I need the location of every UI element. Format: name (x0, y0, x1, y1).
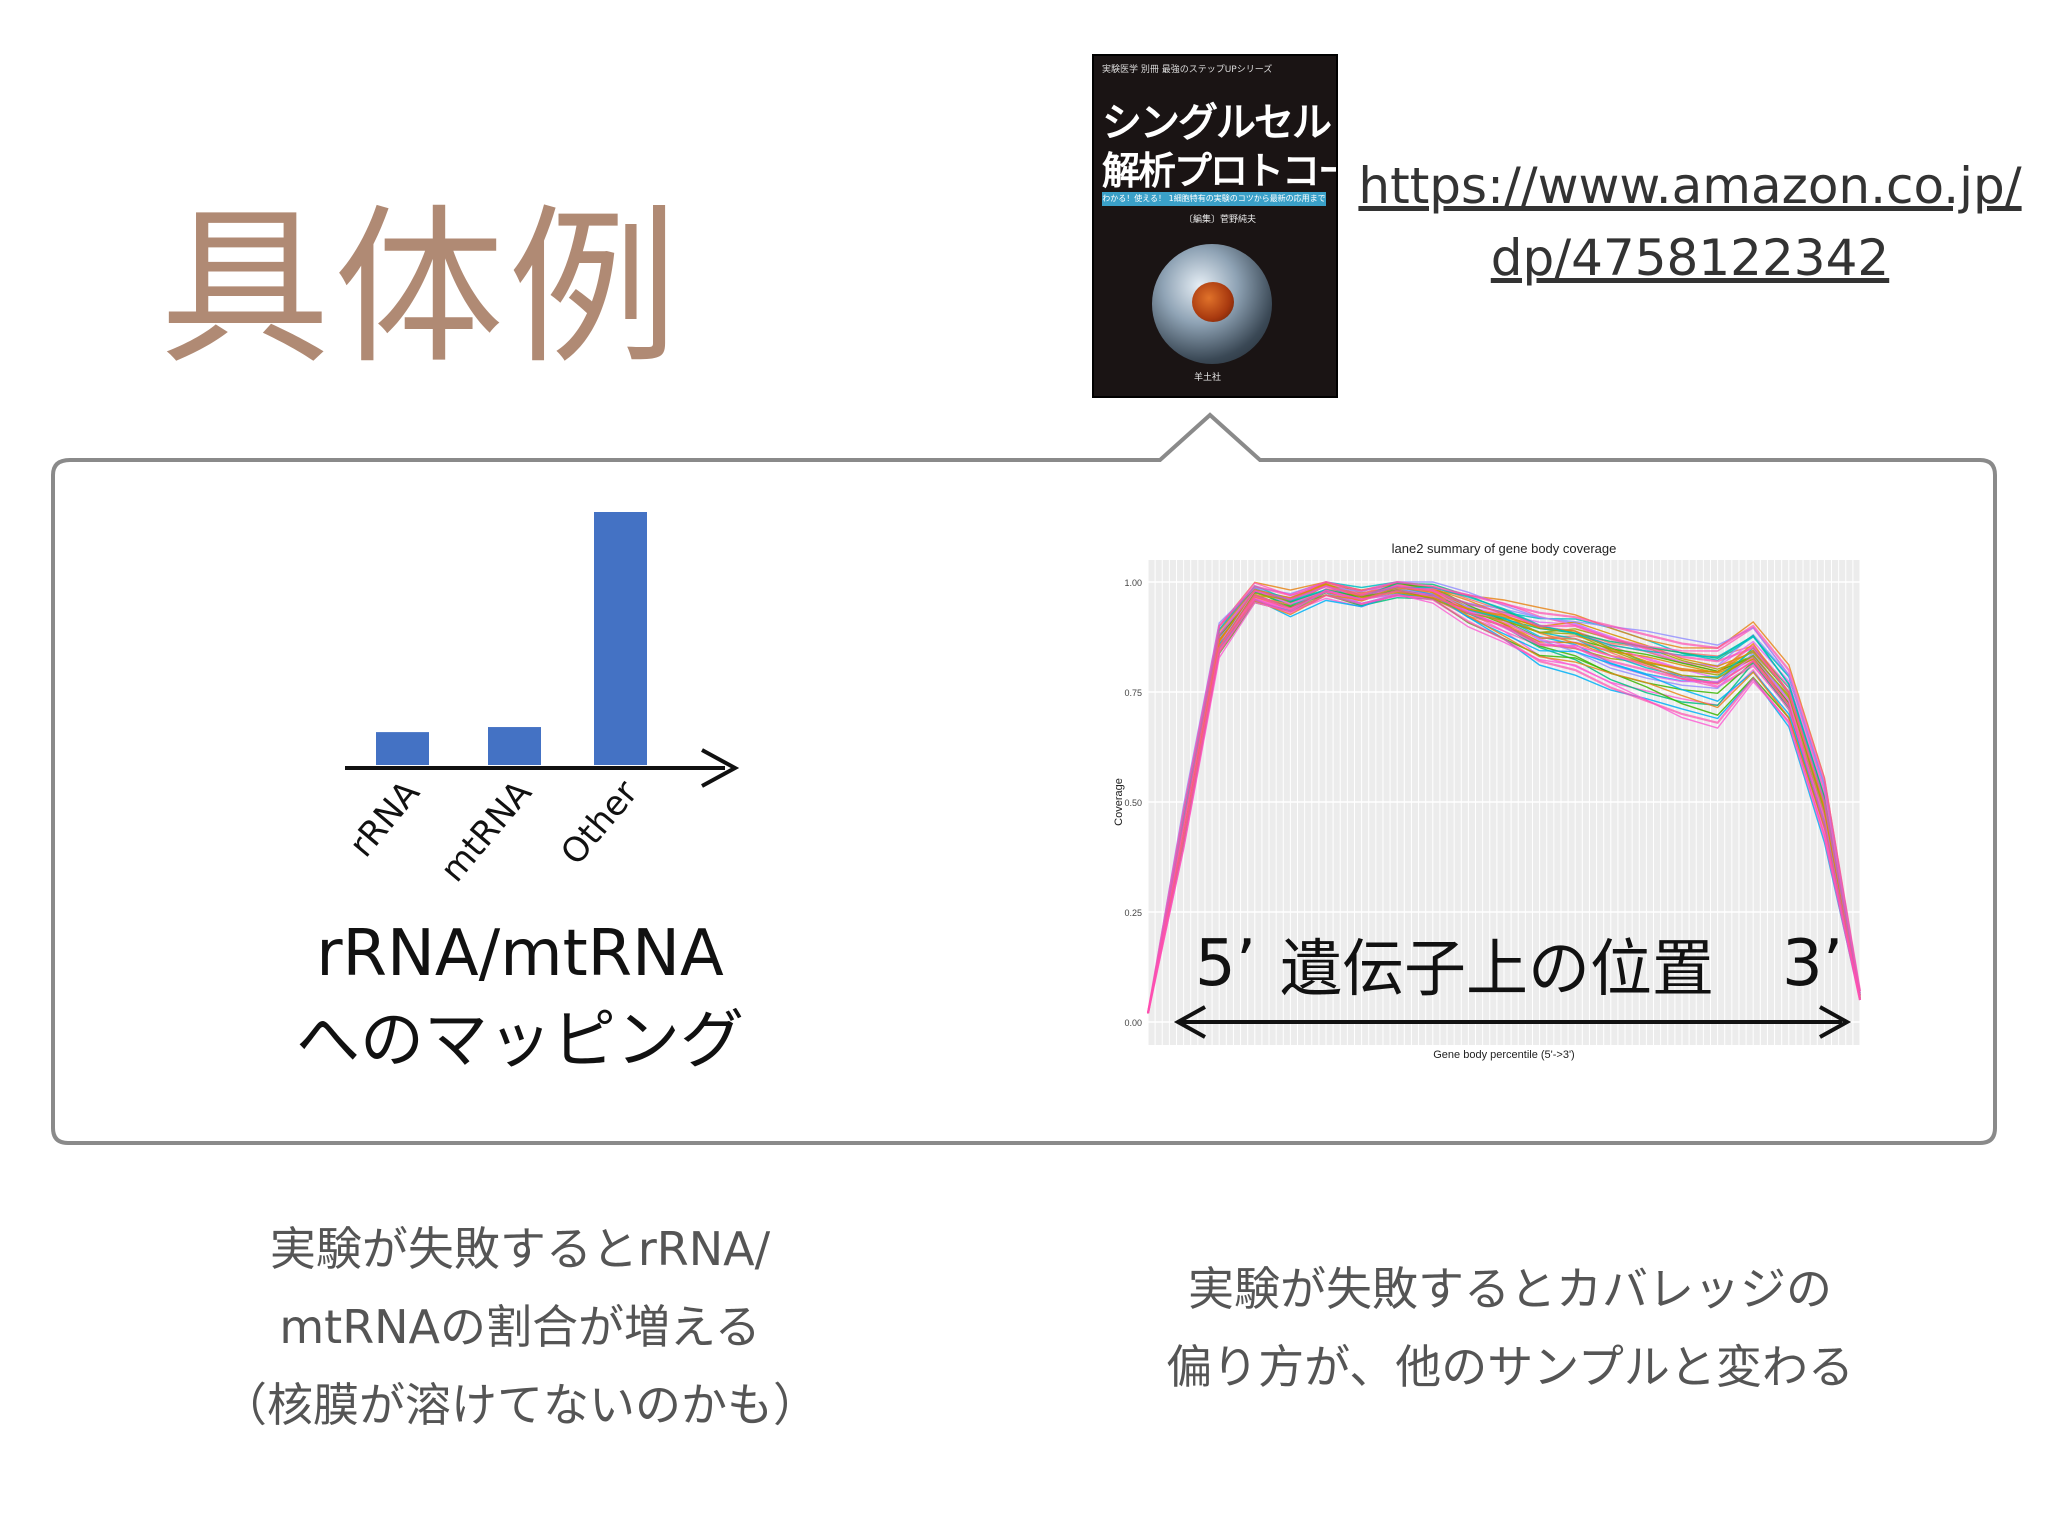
y-tick-label: 0.00 (1124, 1018, 1142, 1028)
coverage-line (1147, 581, 1861, 1014)
coverage-title: lane2 summary of gene body coverage (1392, 541, 1617, 556)
slide-title: 具体例 (160, 190, 683, 388)
bar-rRNA (376, 732, 429, 765)
y-tick-label: 0.75 (1124, 688, 1142, 698)
coverage-line (1147, 583, 1861, 1014)
position-arrow-left-head (1173, 1005, 1206, 1039)
rrna-bar-chart: rRNA mtRNA Other (342, 512, 740, 890)
book-band: わかる！使える！ 1細胞特有の実験のコツから最新の応用まで (1102, 192, 1326, 206)
position-arrow-right-head (1819, 1005, 1852, 1039)
url-line1: https://www.amazon.co.jp/ (1358, 157, 2022, 215)
bar-mtRNA (488, 727, 541, 765)
book-series: 実験医学 別冊 最強のステップUPシリーズ (1102, 65, 1273, 75)
overlay-5prime: 5’ (1195, 927, 1256, 1001)
overlay-3prime: 3’ (1782, 927, 1843, 1001)
caption-right-line2: 偏り方が、他のサンプルと変わる (1166, 1340, 1854, 1394)
coverage-line (1147, 589, 1861, 1014)
bar-label-Other: Other (553, 773, 646, 873)
coverage-xlabel: Gene body percentile (5'->3') (1433, 1049, 1574, 1061)
caption-left-line2: mtRNAの割合が増える (279, 1300, 761, 1354)
bar-chart-caption-line1: rRNA/mtRNA (316, 917, 724, 991)
book-editor: 〔編集〕菅野純夫 (1184, 215, 1257, 225)
book-publisher: 羊土社 (1194, 373, 1222, 383)
y-tick-label: 0.50 (1124, 798, 1142, 808)
book-title-line1: シングルセル (1102, 100, 1332, 146)
caption-right-line1: 実験が失敗するとカバレッジの (1188, 1262, 1832, 1316)
bar-chart-caption-line2: へのマッピング (296, 1004, 744, 1078)
coverage-line (1146, 580, 1862, 1014)
book-url-link[interactable]: https://www.amazon.co.jp/ dp/4758122342 (1340, 150, 2040, 294)
bar-Other (594, 512, 647, 765)
nucleus-illustration (1192, 282, 1234, 322)
y-tick-label: 1.00 (1124, 578, 1142, 588)
coverage-line (1146, 585, 1862, 1014)
caption-left: 実験が失敗するとrRNA/ mtRNAの割合が増える （核膜が溶けてないのかも） (180, 1210, 860, 1444)
bar-label-rRNA: rRNA (342, 773, 428, 865)
coverage-line (1147, 583, 1861, 1014)
overlay-gene-position: 遺伝子上の位置 (1280, 932, 1714, 1005)
y-tick-label: 0.25 (1124, 908, 1142, 918)
bar-label-mtRNA: mtRNA (433, 773, 540, 890)
caption-left-line1: 実験が失敗するとrRNA/ (269, 1222, 771, 1276)
x-axis-arrowhead (701, 748, 740, 788)
callout-border (51, 412, 1997, 1145)
caption-left-line3: （核膜が溶けてないのかも） (221, 1378, 819, 1432)
coverage-line (1147, 583, 1861, 1014)
url-line2: dp/4758122342 (1490, 229, 1890, 287)
coverage-line (1146, 594, 1862, 1014)
coverage-line (1147, 584, 1861, 1014)
coverage-ylabel: Coverage (1113, 778, 1125, 826)
coverage-line (1146, 589, 1862, 1014)
gene-body-coverage-chart: lane2 summary of gene body coverage Cove… (1113, 541, 1862, 1061)
caption-right: 実験が失敗するとカバレッジの 偏り方が、他のサンプルと変わる (1110, 1250, 1910, 1406)
book-title-line2: 解析プロトコール (1102, 149, 1336, 193)
book-cover-image[interactable]: 実験医学 別冊 最強のステップUPシリーズ シングルセル 解析プロトコール わか… (1092, 54, 1338, 398)
